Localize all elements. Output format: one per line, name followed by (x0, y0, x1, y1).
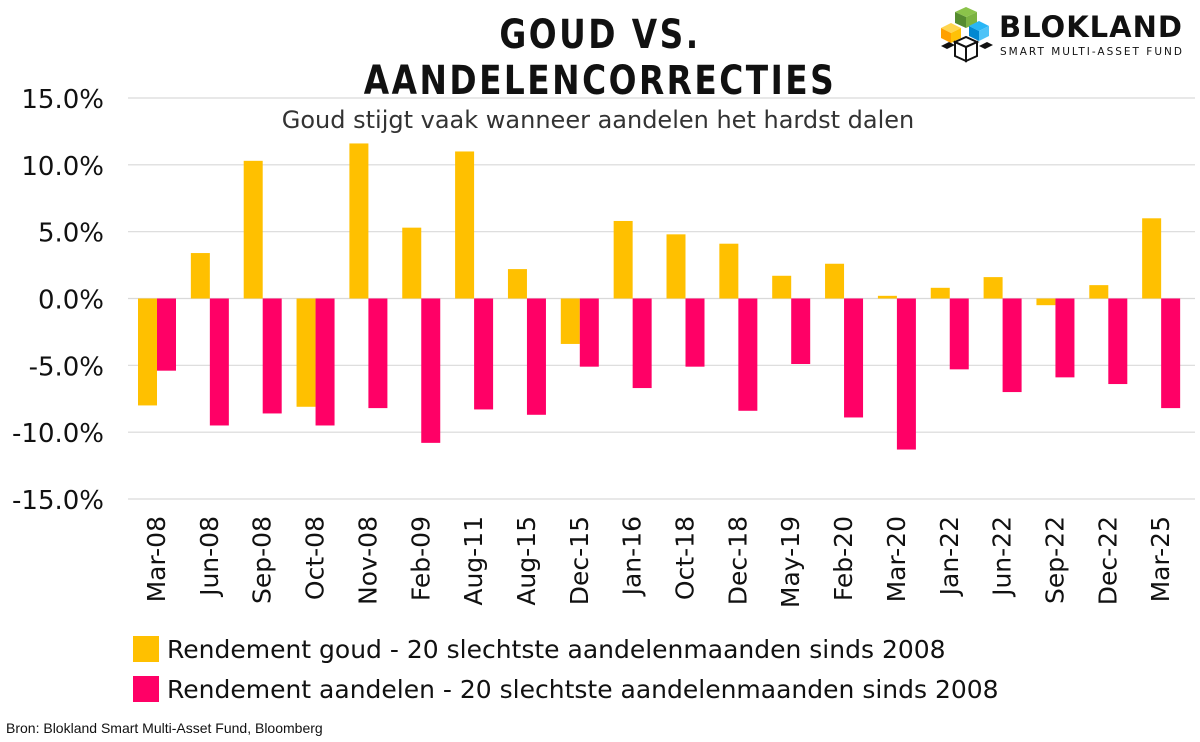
bar-gold (507, 269, 527, 299)
x-tick-label: Sep-22 (1040, 516, 1069, 604)
bar-gold (666, 234, 686, 299)
x-tick-label: Jun-22 (988, 516, 1017, 598)
brand-logo: BLOKLAND SMART MULTI-ASSET FUND (935, 6, 1190, 66)
bar-gold (930, 287, 950, 299)
bar-gold (349, 143, 369, 299)
bar-equities (262, 298, 282, 414)
legend-label-gold: Rendement goud - 20 slechtste aandelenma… (167, 634, 946, 664)
y-tick-label: -15.0% (12, 486, 104, 516)
bar-equities (685, 298, 705, 367)
bar-gold (296, 298, 316, 407)
y-tick-label: 10.0% (21, 152, 104, 182)
bar-equities (1055, 298, 1075, 378)
bar-gold (402, 227, 422, 299)
bar-equities (949, 298, 969, 370)
chart-title: GOUD VS. AANDELENCORRECTIES (363, 12, 837, 104)
x-tick-label: Sep-08 (248, 516, 277, 604)
bar-gold (772, 275, 792, 299)
bar-equities (1161, 298, 1181, 409)
x-tick-label: Mar-25 (1146, 516, 1175, 602)
x-tick-label: May-19 (776, 516, 805, 608)
x-tick-label: Jan-16 (618, 516, 647, 597)
bar-gold (1036, 298, 1056, 306)
x-tick-label: Oct-08 (301, 516, 330, 600)
logo-tagline: SMART MULTI-ASSET FUND (1000, 46, 1184, 58)
y-tick-label: 0.0% (38, 286, 104, 316)
x-tick-label: Feb-09 (406, 516, 435, 601)
x-tick-label: Mar-20 (882, 516, 911, 602)
chart-annotation: Goud stijgt vaak wanneer aandelen het ha… (282, 106, 914, 134)
x-tick-label: Jan-22 (935, 516, 964, 597)
bar-gold (1089, 285, 1109, 299)
bar-equities (526, 298, 546, 415)
legend-label-equities: Rendement aandelen - 20 slechtste aandel… (167, 674, 999, 704)
x-tick-label: Jun-08 (195, 516, 224, 598)
legend-swatch-gold (133, 636, 159, 662)
x-tick-label: Nov-08 (353, 516, 382, 605)
x-tick-label: Feb-20 (829, 516, 858, 601)
y-tick-label: 5.0% (38, 219, 104, 249)
bar-gold (1142, 218, 1162, 299)
x-tick-label: Dec-15 (565, 516, 594, 605)
bar-gold (613, 220, 633, 299)
bar-equities (579, 298, 599, 367)
bar-gold (455, 151, 475, 299)
x-tick-label: Oct-18 (671, 516, 700, 600)
legend-swatch-equities (133, 676, 159, 702)
y-tick-label: -10.0% (12, 419, 104, 449)
logo-name: BLOKLAND (999, 10, 1183, 44)
legend-item-equities: Rendement aandelen - 20 slechtste aandel… (133, 669, 999, 709)
bar-equities (209, 298, 229, 426)
bar-equities (1108, 298, 1128, 385)
bar-equities (844, 298, 864, 418)
bar-equities (157, 298, 176, 371)
x-tick-label: Aug-15 (512, 516, 541, 606)
bar-equities (368, 298, 388, 409)
x-tick-label: Mar-08 (142, 516, 171, 602)
bar-equities (474, 298, 494, 410)
bar-gold (190, 253, 210, 299)
bar-equities (421, 298, 441, 443)
bar-gold (877, 295, 897, 299)
x-tick-label: Dec-18 (723, 516, 752, 605)
y-tick-label: -5.0% (29, 352, 104, 382)
legend-item-gold: Rendement goud - 20 slechtste aandelenma… (133, 629, 999, 669)
cube-logo-icon (941, 7, 993, 63)
x-tick-label: Aug-11 (459, 516, 488, 606)
bar-gold (983, 277, 1003, 299)
bar-equities (896, 298, 916, 450)
legend: Rendement goud - 20 slechtste aandelenma… (133, 629, 999, 709)
bar-equities (315, 298, 335, 426)
bar-equities (1002, 298, 1022, 393)
bar-gold (138, 298, 157, 406)
source-note: Bron: Blokland Smart Multi-Asset Fund, B… (6, 720, 323, 736)
bar-equities (738, 298, 758, 411)
bar-gold (560, 298, 580, 344)
bar-equities (632, 298, 652, 389)
bar-gold (719, 243, 739, 299)
y-tick-label: 15.0% (21, 85, 104, 115)
bar-equities (791, 298, 811, 364)
bar-gold (825, 263, 845, 299)
bar-gold (243, 160, 263, 299)
x-tick-label: Dec-22 (1093, 516, 1122, 605)
